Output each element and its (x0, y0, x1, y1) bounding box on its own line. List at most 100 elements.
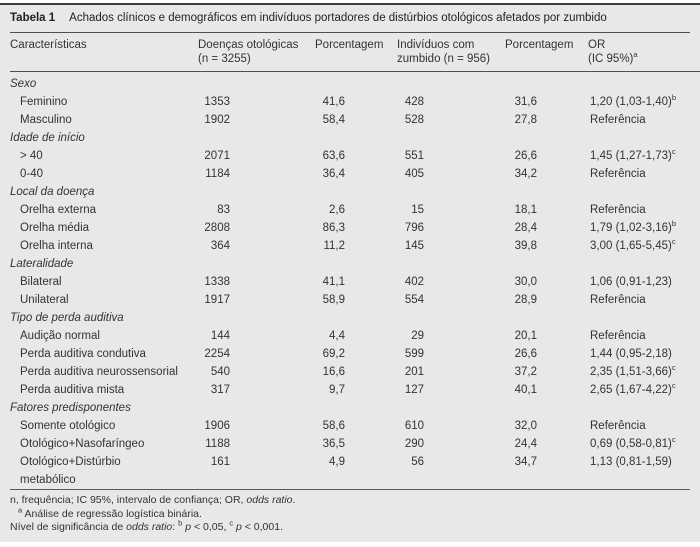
or-footnote-marker: b (671, 93, 677, 103)
cell-odds-ratio: 2,35 (1,51-3,66)c (590, 363, 676, 378)
table-header: Características Doenças otológicas (n = … (10, 33, 700, 72)
cell-percent-tinnitus: 32,0 (514, 420, 537, 432)
cell-percent-otologic: 58,6 (322, 420, 345, 432)
col-header-doencas-otologicas: Doenças otológicas (n = 3255) (198, 33, 315, 72)
row-label: Perda auditiva mista (20, 384, 125, 396)
cell-percent-tinnitus: 34,2 (514, 168, 537, 180)
cell-percent-otologic: 58,9 (322, 294, 345, 306)
cell-odds-ratio: 1,79 (1,02-3,16)b (590, 219, 677, 234)
cell-frequency-otologic: 317 (210, 384, 230, 396)
or-footnote-marker: c (671, 381, 676, 391)
footnote-line: a Análise de regressão logística binária… (18, 505, 202, 520)
row-label: Otológico+Nasofaríngeo (20, 438, 145, 450)
row-label: Otológico+Distúrbio metabólico (20, 456, 121, 486)
cell-odds-ratio: Referência (590, 420, 646, 432)
section-label: Lateralidade (10, 258, 74, 270)
table-row: 0-40 1184 36,4 405 34,2 Referência (10, 165, 700, 183)
cell-percent-tinnitus: 40,1 (514, 384, 537, 396)
col-header-porcentagem-2: Porcentagem (505, 33, 588, 72)
or-footnote-marker: c (671, 237, 676, 247)
cell-frequency-tinnitus: 402 (404, 276, 424, 288)
table-row: Orelha externa 83 2,6 15 18,1 Referência (10, 201, 700, 219)
cell-percent-tinnitus: 26,6 (514, 150, 537, 162)
or-footnote-marker: c (671, 363, 676, 373)
row-label: Unilateral (20, 294, 69, 306)
cell-frequency-otologic: 2808 (204, 222, 230, 234)
cell-frequency-tinnitus: 29 (411, 330, 424, 342)
table-row: Orelha média 2808 86,3 796 28,4 1,79 (1,02-3,… (10, 219, 700, 237)
cell-frequency-tinnitus: 554 (404, 294, 424, 306)
cell-frequency-otologic: 1902 (204, 114, 230, 126)
row-label: 0-40 (20, 168, 44, 180)
col-header-porcentagem-1: Porcentagem (315, 33, 397, 72)
table-row: Masculino 1902 58,4 528 27,8 Referência (10, 111, 700, 129)
table-row: Perda auditiva mista 317 9,7 127 40,1 2,65 (1… (10, 381, 700, 399)
table-caption-text: Achados clínicos e demográficos em indiv… (69, 12, 607, 24)
table-section-row: Tipo de perda auditiva (10, 309, 700, 327)
cell-percent-otologic: 36,5 (322, 438, 345, 450)
cell-odds-ratio: 1,45 (1,27-1,73)c (590, 147, 676, 162)
cell-percent-otologic: 4,9 (329, 456, 345, 468)
cell-percent-tinnitus: 28,9 (514, 294, 537, 306)
section-label: Fatores predisponentes (10, 402, 131, 414)
cell-frequency-otologic: 1184 (205, 168, 230, 180)
table-caption: Tabela 1 Achados clínicos e demográficos … (10, 5, 690, 33)
footnote-line: Nível de significância de odds ratio: b … (10, 518, 283, 533)
cell-percent-tinnitus: 24,4 (514, 438, 537, 450)
cell-frequency-tinnitus: 145 (404, 240, 424, 252)
section-label: Local da doença (10, 186, 95, 198)
cell-frequency-tinnitus: 599 (404, 348, 424, 360)
cell-percent-otologic: 41,6 (322, 96, 345, 108)
table-row: Perda auditiva neurossensorial 540 16,6 201… (10, 363, 700, 381)
or-footnote-marker: c (671, 147, 676, 157)
row-label: Orelha interna (20, 240, 93, 252)
table-row: Orelha interna 364 11,2 145 39,8 3,00 (1,65-5… (10, 237, 700, 255)
table-section-row: Sexo (10, 72, 700, 94)
cell-percent-otologic: 16,6 (322, 366, 345, 378)
table-row: Unilateral 1917 58,9 554 28,9 Referência (10, 291, 700, 309)
cell-percent-otologic: 41,1 (322, 276, 345, 288)
cell-percent-tinnitus: 27,8 (514, 114, 537, 126)
cell-frequency-otologic: 1338 (204, 276, 230, 288)
cell-percent-tinnitus: 34,7 (514, 456, 537, 468)
cell-frequency-otologic: 1917 (204, 294, 230, 306)
cell-percent-otologic: 11,2 (323, 240, 345, 252)
row-label: Orelha média (20, 222, 90, 234)
table-row: Otológico+Distúrbio metabólico 161 4,9 56 34… (10, 453, 700, 489)
cell-frequency-otologic: 1353 (204, 96, 230, 108)
cell-percent-tinnitus: 20,1 (514, 330, 537, 342)
cell-odds-ratio: Referência (590, 168, 646, 180)
cell-frequency-otologic: 1188 (205, 438, 230, 450)
cell-frequency-otologic: 364 (210, 240, 230, 252)
cell-percent-tinnitus: 26,6 (514, 348, 537, 360)
cell-frequency-otologic: 2254 (204, 348, 230, 360)
cell-frequency-otologic: 1906 (204, 420, 230, 432)
cell-frequency-tinnitus: 56 (411, 456, 424, 468)
row-label: Perda auditiva condutiva (20, 348, 146, 360)
cell-frequency-otologic: 144 (210, 330, 230, 342)
row-label: Feminino (20, 96, 68, 108)
table-body: Sexo Feminino 1353 41,6 428 31,6 1,20 (1,03-1,… (10, 72, 700, 490)
cell-frequency-tinnitus: 551 (404, 150, 424, 162)
cell-frequency-otologic: 161 (210, 456, 230, 468)
cell-percent-otologic: 2,6 (329, 204, 345, 216)
cell-odds-ratio: 3,00 (1,65-5,45)c (590, 237, 676, 252)
row-label: Orelha externa (20, 204, 97, 216)
cell-odds-ratio: Referência (590, 114, 646, 126)
or-footnote-marker: c (671, 435, 676, 445)
cell-frequency-tinnitus: 528 (404, 114, 424, 126)
section-label: Tipo de perda auditiva (10, 312, 124, 324)
table-panel: Tabela 1 Achados clínicos e demográficos … (0, 3, 700, 542)
cell-frequency-otologic: 83 (217, 204, 230, 216)
cell-percent-tinnitus: 31,6 (514, 96, 537, 108)
cell-frequency-otologic: 2071 (204, 150, 230, 162)
cell-percent-otologic: 9,7 (329, 384, 345, 396)
row-label: Masculino (20, 114, 72, 126)
cell-odds-ratio: 2,65 (1,67-4,22)c (590, 381, 676, 396)
or-footnote-marker: b (671, 219, 677, 229)
cell-odds-ratio: 1,44 (0,95-2,18) (590, 348, 672, 360)
cell-percent-otologic: 36,4 (322, 168, 345, 180)
table-section-row: Fatores predisponentes (10, 399, 700, 417)
table-row: Feminino 1353 41,6 428 31,6 1,20 (1,03-1,40)b (10, 93, 700, 111)
